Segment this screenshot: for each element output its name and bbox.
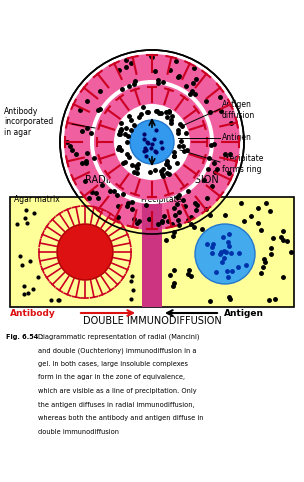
Text: Fig. 6.54 :: Fig. 6.54 : [6, 334, 46, 340]
Text: which are visible as a line of precipitation. Only: which are visible as a line of precipita… [38, 388, 197, 394]
Text: and double (Ouchterlony) immunodiffusion in a: and double (Ouchterlony) immunodiffusion… [38, 348, 196, 354]
Text: Antigen: Antigen [224, 308, 264, 318]
Text: double immunodiffusion: double immunodiffusion [38, 428, 119, 434]
Circle shape [60, 50, 244, 234]
Text: gel. In both cases, large insoluble complexes: gel. In both cases, large insoluble comp… [38, 361, 188, 367]
Text: DOUBLE IMMUNODIFFUSION: DOUBLE IMMUNODIFFUSION [83, 316, 221, 326]
Bar [10, 197, 294, 307]
Circle shape [64, 54, 240, 230]
Text: RADIAL IMMUNODIFFUSION: RADIAL IMMUNODIFFUSION [85, 175, 219, 185]
Bar [142, 197, 162, 307]
Text: whereas both the antibody and antigen diffuse in: whereas both the antibody and antigen di… [38, 415, 203, 421]
Text: Diagrammatic representation of radial (Mancini): Diagrammatic representation of radial (M… [38, 334, 199, 340]
Circle shape [94, 84, 210, 200]
Text: Precipitate: Precipitate [140, 195, 181, 204]
Text: Antigen
diffusion: Antigen diffusion [222, 100, 255, 120]
Text: Precipitate
forms ring: Precipitate forms ring [222, 154, 263, 174]
Circle shape [130, 120, 174, 164]
Circle shape [90, 80, 214, 204]
Text: Antibody
incorporated
in agar: Antibody incorporated in agar [4, 107, 53, 137]
Text: Antigen: Antigen [222, 134, 252, 143]
Circle shape [114, 104, 190, 180]
Text: the antigen diffuses in radial immunodiffusion,: the antigen diffuses in radial immunodif… [38, 402, 195, 407]
Text: form in the agar in the zone of equivalence,: form in the agar in the zone of equivale… [38, 375, 185, 380]
Circle shape [57, 224, 113, 280]
Text: Agar matrix: Agar matrix [14, 195, 60, 204]
Circle shape [195, 224, 255, 284]
Text: Antibody: Antibody [10, 308, 56, 318]
